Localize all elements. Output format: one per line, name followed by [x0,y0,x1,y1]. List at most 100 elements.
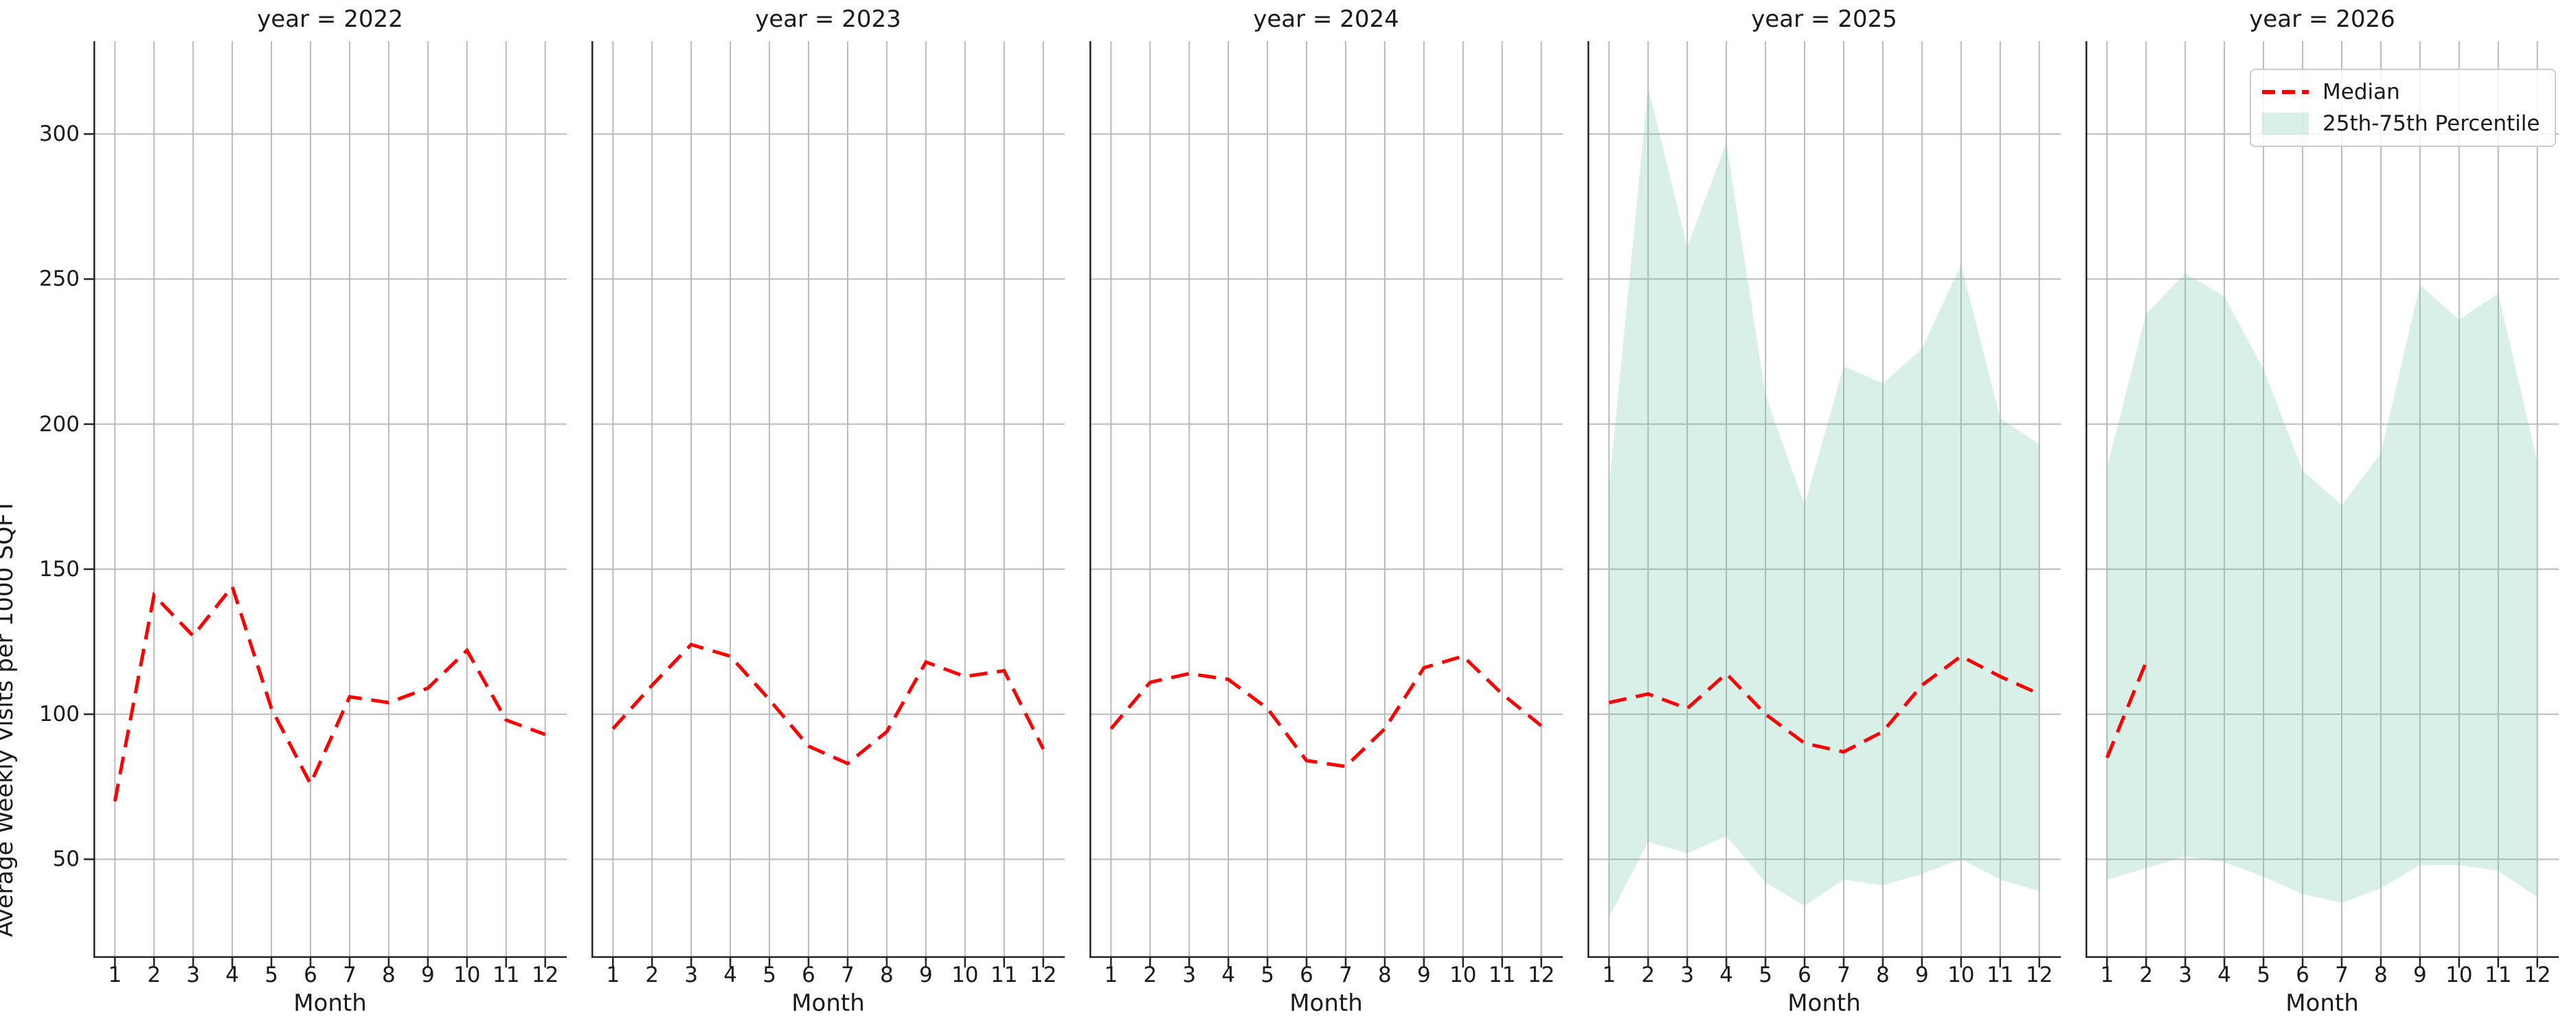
x-tick-label-3: 3 [1182,963,1197,987]
x-tick-label-12: 12 [2523,963,2551,987]
plot-area [591,41,1065,968]
x-axis-label: Month [791,989,865,1017]
x-tick-label-9: 9 [1914,963,1929,987]
x-tick-label-7: 7 [1837,963,1851,987]
plot-area [1089,41,1563,968]
median-line [1608,654,2040,754]
x-tick-label-8: 8 [1378,963,1392,987]
x-tick-label-5: 5 [762,963,776,987]
y-tick-label: 100 [38,702,80,727]
x-tick-label-10: 10 [951,963,979,987]
x-tick-label-10: 10 [2445,963,2473,987]
x-tick-label-6: 6 [2296,963,2309,987]
median-line [113,582,546,802]
plot-area [84,41,567,968]
legend: Median 25th-75th Percentile [2250,69,2556,147]
x-tick-label-9: 9 [420,963,435,987]
facet-panel-2024: year = 2024 Month 1 2 3 4 5 6 7 8 9 10 11 12 [1089,0,1563,1030]
legend-label-percentile: 25th-75th Percentile [2323,111,2540,136]
x-tick-label-12: 12 [2025,963,2053,987]
x-axis-label: Month [1787,989,1861,1017]
y-tick-label: 250 [38,266,80,292]
x-axis-label: Month [1289,989,1363,1017]
x-tick-label-10: 10 [1947,963,1975,987]
y-tick-label: 300 [38,122,80,147]
x-tick-label-4: 4 [1719,963,1733,987]
x-tick-label-4: 4 [1221,963,1235,987]
x-tick-label-9: 9 [2413,963,2427,987]
x-tick-label-12: 12 [1029,963,1057,987]
x-tick-label-4: 4 [225,963,239,987]
x-tick-label-3: 3 [2178,963,2193,987]
x-tick-label-2: 2 [645,963,659,987]
y-tick-label: 200 [38,411,80,437]
x-tick-label-5: 5 [264,963,278,987]
percentile-band-patch-icon [2262,113,2309,135]
x-tick-label-2: 2 [147,963,161,987]
facet-panel-2022: year = 2022 Month 1 2 3 4 5 6 7 8 9 10 11 12 [84,0,567,1030]
median-dashed-line-icon [2262,90,2309,94]
legend-item-median: Median [2262,80,2548,104]
plot-area [1588,41,2061,968]
legend-item-percentile: 25th-75th Percentile [2262,111,2548,136]
x-tick-label-4: 4 [723,963,737,987]
median-line [611,642,1045,766]
x-tick-label-3: 3 [1680,963,1695,987]
facet-panel-2023: year = 2023 Month 1 2 3 4 5 6 7 8 9 10 11 12 [591,0,1065,1030]
panel-title: year = 2022 [257,5,403,33]
x-tick-label-2: 2 [1143,963,1157,987]
facet-panel-2025: year = 2025 Month 1 2 3 4 5 6 7 8 9 10 11 12 [1588,0,2061,1030]
x-axis-label: Month [2285,989,2359,1017]
x-tick-label-3: 3 [186,963,201,987]
x-tick-label-2: 2 [2139,963,2154,987]
x-tick-label-5: 5 [2257,963,2270,987]
x-tick-label-4: 4 [2217,963,2231,987]
x-axis-label: Month [293,989,367,1017]
facet-panel-2026: year = 2026 Month 1 2 3 4 5 6 7 8 9 10 11 12 [2086,0,2559,1030]
x-tick-label-12: 12 [1527,963,1555,987]
percentile-band [1609,87,2040,917]
x-tick-label-9: 9 [1416,963,1431,987]
x-tick-label-9: 9 [918,963,933,987]
x-tick-label-8: 8 [2374,963,2388,987]
x-tick-label-8: 8 [880,963,894,987]
x-tick-label-11: 11 [2485,963,2512,987]
x-tick-label-6: 6 [802,963,815,987]
x-tick-label-8: 8 [382,963,396,987]
x-tick-label-1: 1 [1104,963,1118,987]
legend-label-median: Median [2323,80,2400,104]
x-tick-label-10: 10 [1449,963,1477,987]
x-tick-label-7: 7 [343,963,357,987]
x-tick-label-6: 6 [1300,963,1313,987]
x-tick-label-8: 8 [1876,963,1890,987]
x-tick-label-11: 11 [1489,963,1516,987]
panel-title: year = 2025 [1751,5,1897,33]
plot-area [2086,41,2559,968]
x-tick-label-7: 7 [2335,963,2349,987]
panel-title: year = 2024 [1253,5,1399,33]
x-tick-label-11: 11 [1987,963,2014,987]
x-tick-label-7: 7 [1339,963,1353,987]
x-tick-label-7: 7 [841,963,855,987]
x-tick-label-10: 10 [453,963,481,987]
x-tick-label-1: 1 [1602,963,1616,987]
x-tick-label-3: 3 [684,963,699,987]
median-line [1109,654,1543,768]
x-tick-label-12: 12 [531,963,559,987]
x-tick-label-1: 1 [606,963,620,987]
x-tick-label-1: 1 [108,963,122,987]
y-tick-label: 150 [38,556,80,582]
y-tick-label: 50 [52,847,80,872]
x-tick-label-11: 11 [991,963,1018,987]
x-tick-label-5: 5 [1261,963,1274,987]
percentile-band [2107,273,2538,903]
median-line [2105,661,2148,759]
panel-title: year = 2026 [2249,5,2395,33]
x-tick-label-5: 5 [1759,963,1772,987]
x-tick-label-11: 11 [493,963,520,987]
x-tick-label-1: 1 [2100,963,2114,987]
x-tick-label-2: 2 [1641,963,1656,987]
panel-title: year = 2023 [755,5,901,33]
x-tick-label-6: 6 [1798,963,1811,987]
